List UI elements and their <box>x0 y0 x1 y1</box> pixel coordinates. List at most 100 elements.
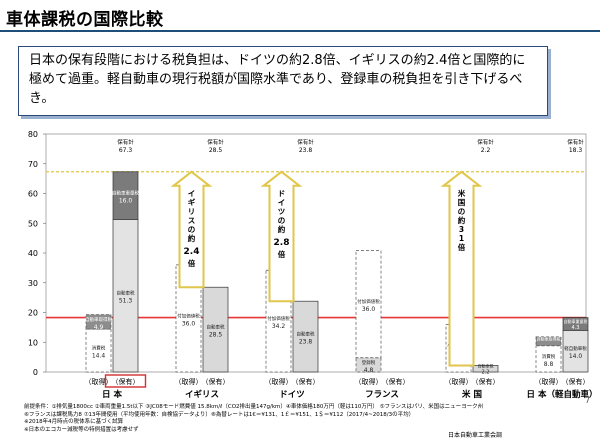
bar-segment <box>85 314 112 330</box>
arrow-label-char: イ <box>188 189 196 198</box>
data-label: 4.3 <box>572 325 580 331</box>
column-label: （取得） <box>265 377 293 386</box>
segment-label: 自動車取得税 <box>537 335 561 341</box>
bar-segment <box>562 330 589 373</box>
bar-segment <box>535 336 562 347</box>
bar-segment <box>112 219 139 373</box>
column-label: （保有） <box>292 377 320 386</box>
up-arrow <box>260 170 303 303</box>
y-tick-label: 0 <box>33 368 38 377</box>
arrow-label-char: 1 <box>459 234 464 243</box>
arrow-label-char: 約 <box>278 224 286 234</box>
page-number: 7 <box>585 396 591 405</box>
title-underline <box>0 30 600 32</box>
arrow-label-char: 3 <box>459 225 464 234</box>
summary-box: 日本の保有段階における税負担は、ドイツの約2.8倍、イギリスの約2.4倍と国際的… <box>18 46 548 116</box>
arrow-ratio: 2.8 <box>274 238 290 248</box>
y-tick-label: 20 <box>28 309 38 318</box>
arrow-label-char: の <box>458 207 466 216</box>
segment-label: 消費税 <box>92 345 106 352</box>
data-label: 14.4 <box>92 353 106 360</box>
arrow-label-char: ド <box>278 189 286 198</box>
column-label: （保有） <box>472 377 500 386</box>
category-label: フランス <box>365 390 399 400</box>
segment-label: 自動車税 <box>207 324 225 331</box>
total-caption: 保有計 <box>477 138 494 146</box>
footnote-line: ※2018年4月時点の税体系に基づく試算 <box>24 419 124 425</box>
data-label: 23.8 <box>299 339 313 346</box>
total-value: 18.3 <box>569 147 583 154</box>
data-label: 36.0 <box>362 306 376 313</box>
column-label: （保有） <box>382 377 410 386</box>
segment-label: 自動車取得税 <box>85 316 112 323</box>
data-label: 36.0 <box>182 320 196 327</box>
arrow-label-char: 約 <box>188 233 196 243</box>
segment-label: 自動車税 <box>117 290 135 297</box>
column-label: （取得） <box>175 377 203 386</box>
y-tick-label: 80 <box>28 130 38 139</box>
data-label: 34.2 <box>272 323 286 330</box>
footnotes: 前提条件：①排気量1800cc ②車両重量1.5t以下 ③JC08モード燃費値 … <box>24 404 584 434</box>
column-label: （取得） <box>445 377 473 386</box>
column-label: （保有） <box>202 377 230 386</box>
total-value: 67.3 <box>119 147 133 154</box>
footnote-line: 前提条件：①排気量1800cc ②車両重量1.5t以下 ③JC08モード燃費値 … <box>24 404 484 410</box>
data-label: 14.0 <box>569 353 583 360</box>
segment-label: 自動車重量税 <box>564 318 588 324</box>
bar-segment <box>355 250 382 359</box>
arrow-label-char: の <box>188 225 196 234</box>
segment-label: 自動車重量税 <box>112 190 139 197</box>
tax-comparison-chart: 01020304050607080消費税14.4自動車取得税4.9自動車税51.… <box>28 130 598 400</box>
bar-segment <box>472 365 499 373</box>
arrow-label-char: イ <box>278 198 286 207</box>
arrow-label-char: 約 <box>458 215 466 225</box>
arrow-label-char: の <box>278 216 286 225</box>
category-label: ドイツ <box>279 390 305 400</box>
arrow-label-char: ス <box>188 216 196 225</box>
arrow-label-char: ツ <box>278 207 286 216</box>
y-tick-label: 50 <box>28 219 38 228</box>
category-label: 米 国 <box>462 389 482 400</box>
y-tick-label: 30 <box>28 279 38 288</box>
arrow-label-char: 国 <box>458 197 466 207</box>
total-value: 28.5 <box>209 147 223 154</box>
data-label: 2.2 <box>482 370 490 376</box>
total-value: 2.2 <box>481 147 491 154</box>
data-label: 4.8 <box>364 367 374 374</box>
arrow-label-char: ギ <box>188 197 196 207</box>
column-label: （取得） <box>535 377 563 386</box>
highlight-box <box>104 374 147 388</box>
segment-label: 消費税 <box>542 353 556 360</box>
bar-segment <box>562 317 589 331</box>
arrow-label-char: リ <box>188 207 196 216</box>
column-label: （保有） <box>112 377 140 386</box>
segment-label: 付加価値税 <box>357 298 380 305</box>
total-caption: 保有計 <box>297 138 314 146</box>
category-label: イギリス <box>185 389 219 400</box>
up-arrow <box>170 170 213 289</box>
source-credit: 日本自動車工業会調 <box>448 432 503 439</box>
category-label: 日 本（軽自動車） <box>527 389 598 400</box>
segment-label: 軽自動車税 <box>564 345 587 352</box>
page-title: 車体課税の国際比較 <box>6 10 164 30</box>
segment-label: 自動車税 <box>297 331 315 338</box>
segment-label: 付加価値税 <box>177 312 200 319</box>
total-caption: 保有計 <box>117 138 134 146</box>
column-label: （保有） <box>562 377 590 386</box>
up-arrow <box>440 170 483 367</box>
y-tick-label: 40 <box>28 249 38 258</box>
data-label: 16.0 <box>119 198 133 205</box>
y-tick-label: 60 <box>28 190 38 199</box>
total-value: 23.8 <box>299 147 313 154</box>
y-tick-label: 10 <box>28 338 38 347</box>
category-label: 日 本 <box>102 389 122 400</box>
total-caption: 保有計 <box>567 138 584 146</box>
bar-segment <box>292 300 319 373</box>
arrow-label-char: 米 <box>458 188 466 198</box>
data-label: 4.9 <box>94 324 104 331</box>
bar-segment <box>112 171 139 220</box>
footnote-line: ※日本のエコカー減税等の特例措置は考慮せず <box>24 426 139 433</box>
total-caption: 保有計 <box>207 138 224 146</box>
bar-segment <box>202 286 229 373</box>
segment-label: 自動車税 <box>478 363 494 369</box>
